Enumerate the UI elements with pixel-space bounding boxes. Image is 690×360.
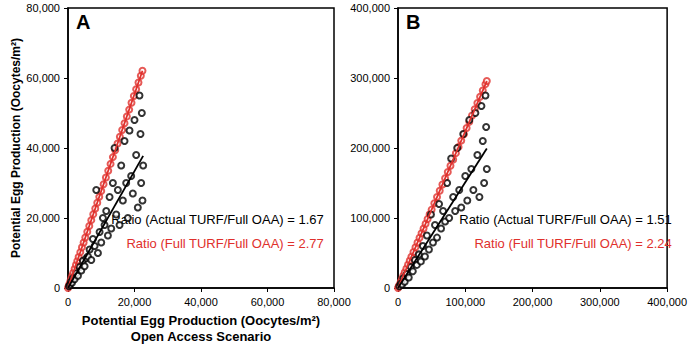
svg-text:100,000: 100,000	[350, 212, 390, 224]
svg-text:80,000: 80,000	[26, 2, 60, 14]
svg-text:B: B	[406, 11, 420, 33]
svg-text:Ratio (Actual TURF/Full OAA) =: Ratio (Actual TURF/Full OAA) = 1.51	[459, 212, 672, 227]
svg-text:0: 0	[65, 296, 71, 308]
svg-text:40,000: 40,000	[26, 142, 60, 154]
svg-text:0: 0	[395, 296, 401, 308]
svg-text:20,000: 20,000	[26, 212, 60, 224]
svg-text:60,000: 60,000	[26, 72, 60, 84]
svg-text:300,000: 300,000	[350, 72, 390, 84]
svg-text:20,000: 20,000	[118, 296, 152, 308]
svg-text:200,000: 200,000	[350, 142, 390, 154]
svg-text:Ratio (Actual TURF/Full OAA) =: Ratio (Actual TURF/Full OAA) = 1.67	[111, 212, 324, 227]
svg-text:Ratio (Full TURF/Full OAA) = 2: Ratio (Full TURF/Full OAA) = 2.77	[126, 236, 323, 251]
svg-text:200,000: 200,000	[513, 296, 553, 308]
svg-text:400,000: 400,000	[647, 296, 687, 308]
svg-text:Open Access Scenario: Open Access Scenario	[131, 329, 271, 344]
svg-text:0: 0	[384, 282, 390, 294]
svg-text:100,000: 100,000	[445, 296, 485, 308]
svg-text:60,000: 60,000	[251, 296, 285, 308]
svg-text:0: 0	[54, 282, 60, 294]
svg-text:A: A	[76, 11, 90, 33]
svg-text:Potential Egg Production (Oocy: Potential Egg Production (Oocytes/m²)	[9, 38, 23, 258]
svg-text:400,000: 400,000	[350, 2, 390, 14]
svg-text:300,000: 300,000	[580, 296, 620, 308]
svg-text:Ratio (Full TURF/Full OAA) = 2: Ratio (Full TURF/Full OAA) = 2.24	[474, 236, 671, 251]
svg-text:40,000: 40,000	[184, 296, 218, 308]
svg-text:Potential Egg Production (Oocy: Potential Egg Production (Oocytes/m²)	[82, 313, 320, 328]
svg-text:80,000: 80,000	[317, 296, 351, 308]
